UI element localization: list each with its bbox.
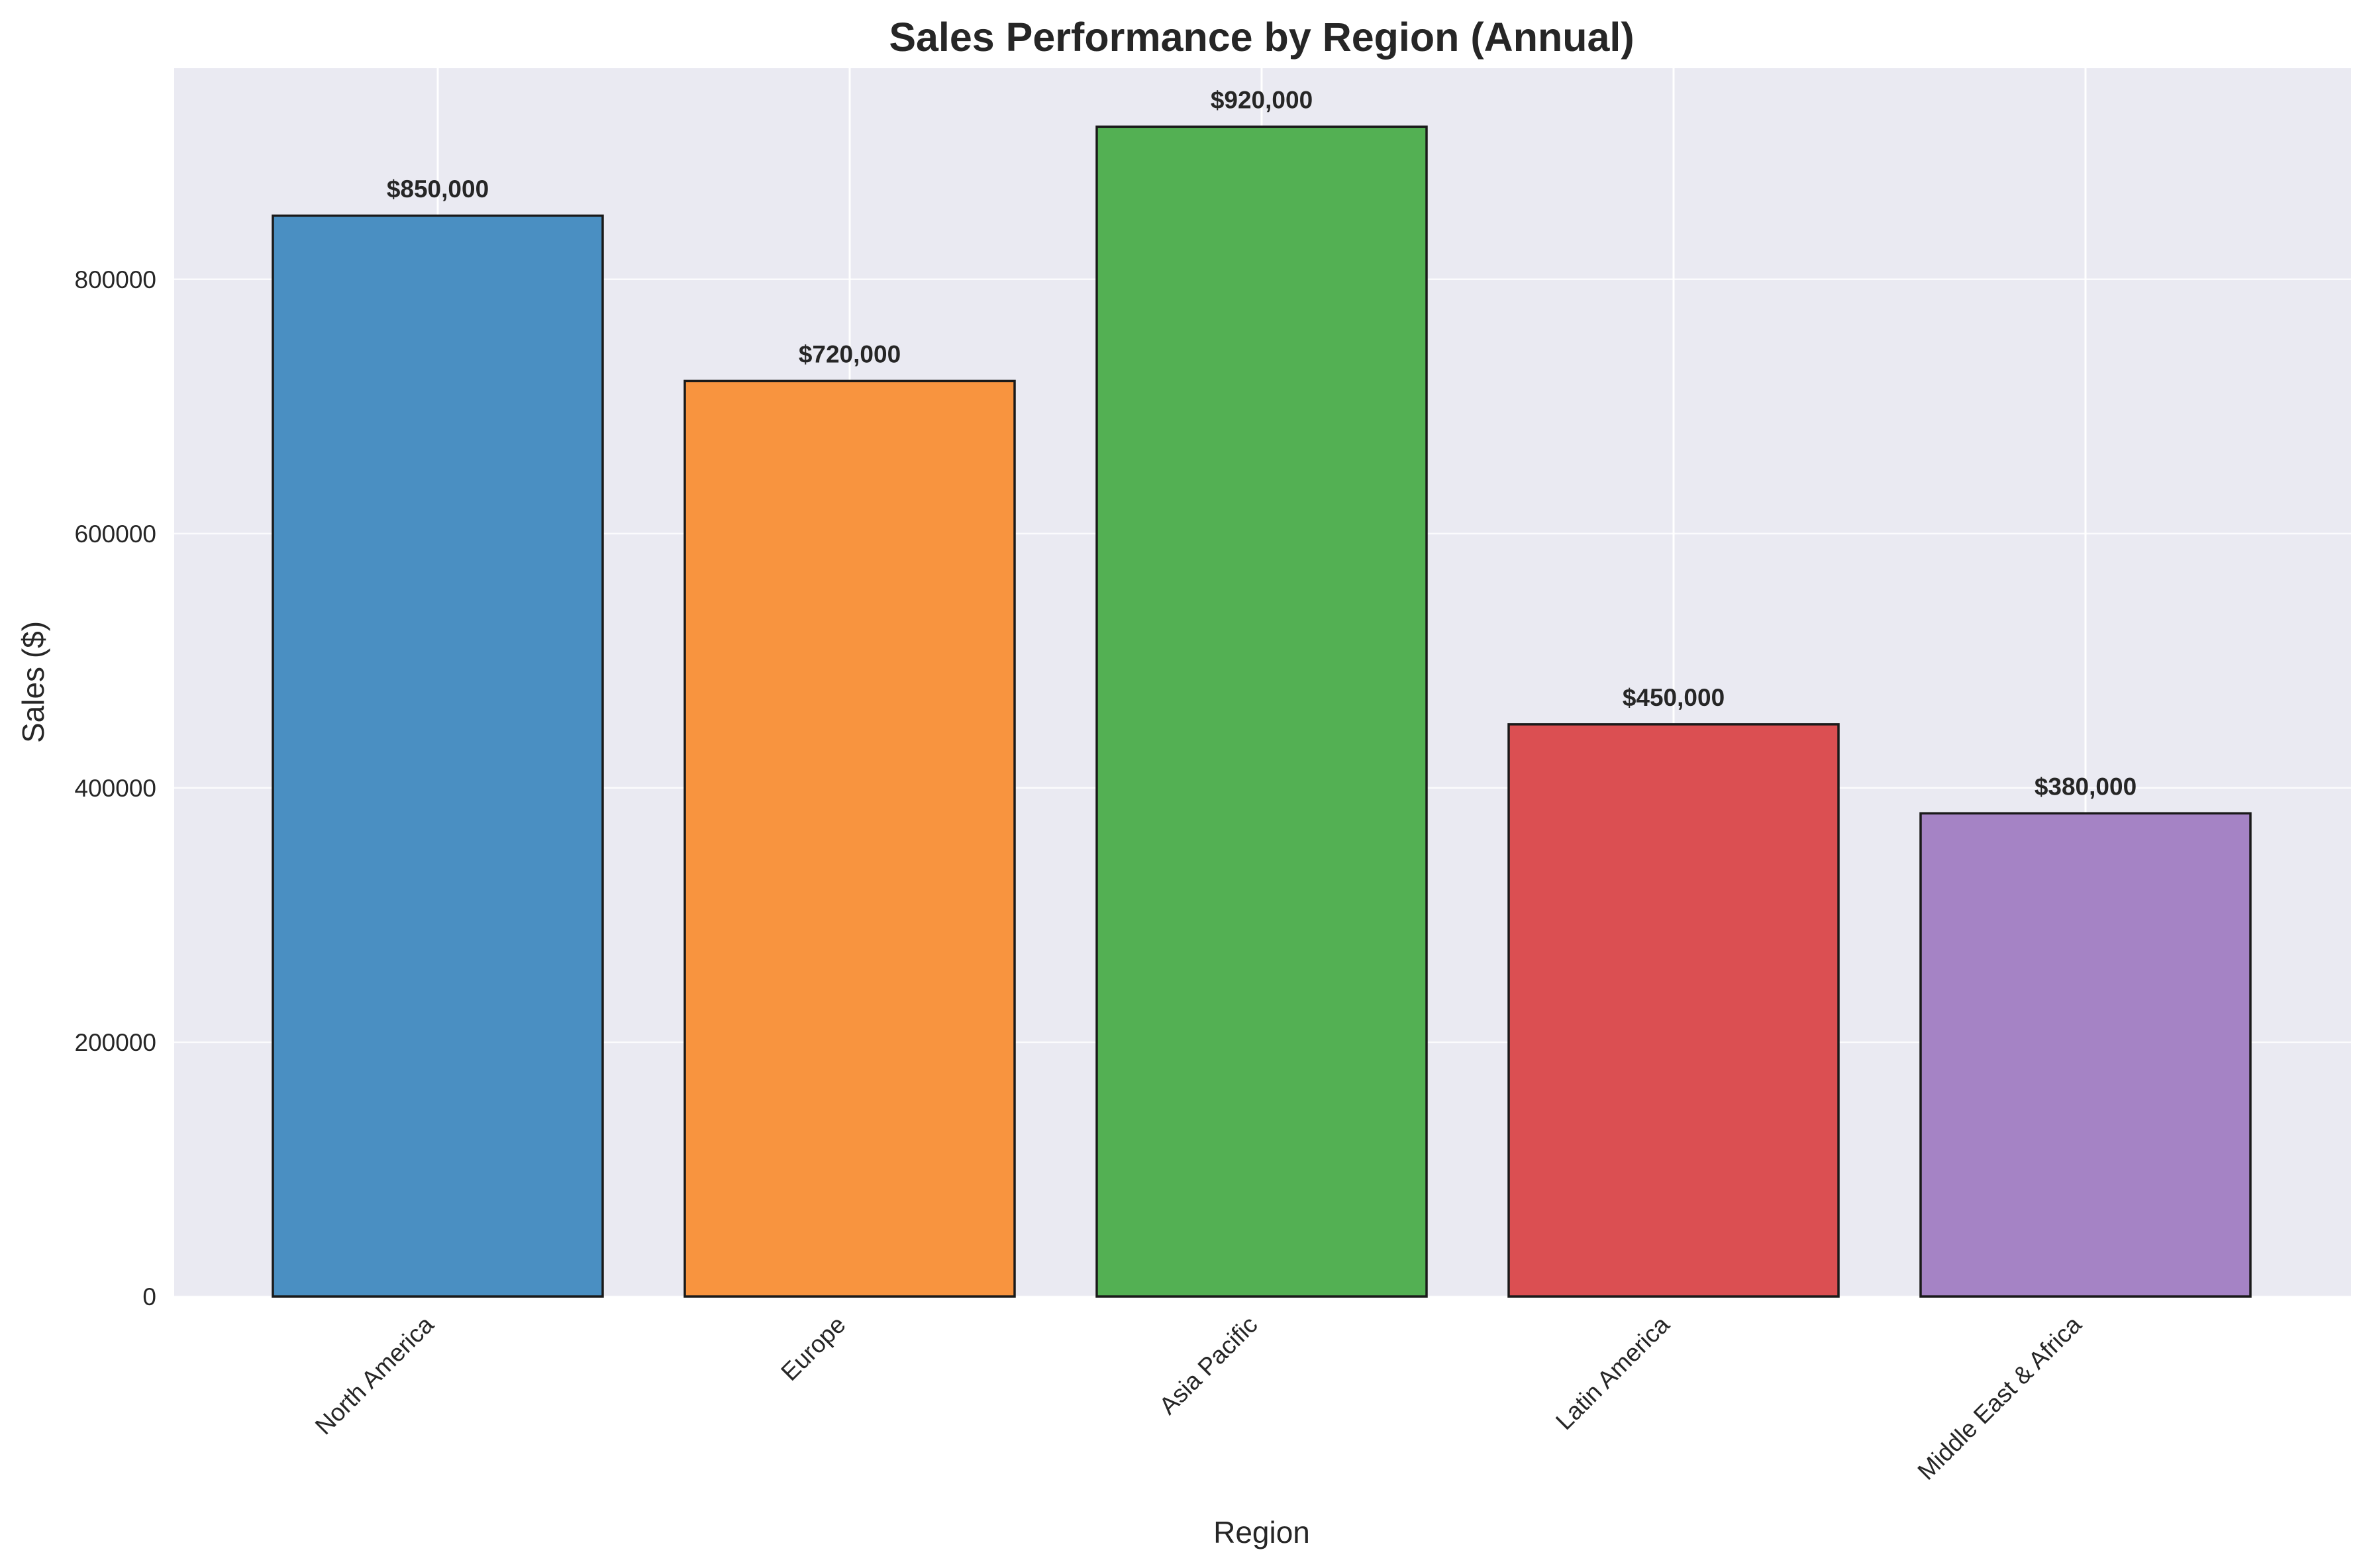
x-axis-label: Region bbox=[1213, 1515, 1310, 1549]
bar-value-label: $850,000 bbox=[387, 175, 489, 203]
y-axis-label: Sales ($) bbox=[16, 621, 50, 743]
y-tick-label: 600000 bbox=[75, 520, 156, 548]
bar-europe bbox=[683, 379, 1016, 1298]
bar-latin-america bbox=[1507, 723, 1840, 1298]
bar-value-label: $380,000 bbox=[2035, 773, 2137, 800]
y-axis-ticks: 0 200000 400000 600000 800000 bbox=[75, 266, 156, 1310]
bar-value-label: $920,000 bbox=[1211, 86, 1313, 113]
bar-asia-pacific bbox=[1095, 125, 1428, 1298]
bar-north-america bbox=[272, 215, 604, 1298]
x-tick-label: Middle East & Africa bbox=[1913, 1310, 2087, 1485]
x-tick-label: Asia Pacific bbox=[1154, 1311, 1262, 1420]
bar-middle-east-africa bbox=[1919, 812, 2252, 1298]
y-tick-label: 200000 bbox=[75, 1029, 156, 1056]
y-tick-label: 800000 bbox=[75, 266, 156, 293]
bar-value-label: $450,000 bbox=[1623, 684, 1725, 711]
data-labels: $850,000 $720,000 $920,000 $450,000 $380,000 bbox=[387, 86, 2137, 800]
bars bbox=[272, 125, 2252, 1298]
chart-title: Sales Performance by Region (Annual) bbox=[889, 15, 1634, 60]
y-tick-label: 0 bbox=[142, 1283, 156, 1310]
y-tick-label: 400000 bbox=[75, 775, 156, 802]
x-tick-label: North America bbox=[310, 1310, 439, 1440]
x-tick-label: Europe bbox=[776, 1311, 850, 1386]
x-axis-ticks: North America Europe Asia Pacific Latin Ame… bbox=[310, 1310, 2087, 1485]
bar-value-label: $720,000 bbox=[799, 340, 901, 368]
x-tick-label: Latin America bbox=[1550, 1310, 1675, 1435]
